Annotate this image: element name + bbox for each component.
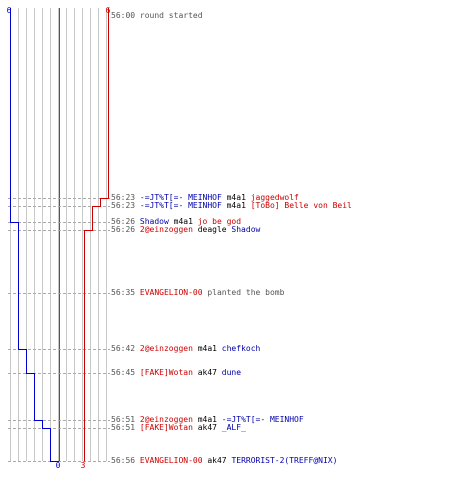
- log-text: -=JT%T[=- MEINHOF: [221, 415, 304, 424]
- log-text: EVANGELION-00: [139, 288, 203, 297]
- log-text: ak47: [192, 368, 222, 377]
- log-time: 56:26: [111, 217, 140, 226]
- log-line: 56:56 EVANGELION-00 ak47 TERRORIST-2(TRE…: [111, 456, 337, 465]
- log-text: 2@einzoggen: [139, 415, 193, 424]
- log-time: 56:35: [111, 288, 140, 297]
- log-text: [ToBo] Belle von Beil: [250, 201, 352, 210]
- log-line: 56:51 2@einzoggen m4a1 -=JT%T[=- MEINHOF: [111, 415, 304, 424]
- log-line: 56:00 round started: [111, 11, 203, 20]
- log-line: 56:23 -=JT%T[=- MEINHOF m4a1 [ToBo] Bell…: [111, 201, 352, 210]
- log-text: -=JT%T[=- MEINHOF: [139, 193, 222, 202]
- log-time: 56:00: [111, 11, 140, 20]
- log-line: 56:23 -=JT%T[=- MEINHOF m4a1 jaggedwolf: [111, 193, 299, 202]
- log-line: 56:42 2@einzoggen m4a1 chefkoch: [111, 344, 260, 353]
- log-text: jo be god: [197, 217, 242, 226]
- log-text: EVANGELION-00: [139, 456, 203, 465]
- log-text: m4a1: [192, 415, 222, 424]
- log-text: m4a1: [221, 201, 251, 210]
- log-time: 56:26: [111, 225, 140, 234]
- ct-end-count: 0: [56, 461, 61, 470]
- terrorist-line: [84, 8, 109, 462]
- log-text: -=JT%T[=- MEINHOF: [139, 201, 222, 210]
- log-text: chefkoch: [221, 344, 261, 353]
- log-text: deagle: [192, 225, 232, 234]
- log-text: _ALF_: [221, 423, 246, 432]
- log-text: TERRORIST-2(TREFF@NIX): [231, 456, 338, 465]
- log-line: 56:45 [FAKE]Wotan ak47 dune: [111, 368, 241, 377]
- log-text: Shadow: [231, 225, 261, 234]
- log-line: 56:26 Shadow m4a1 jo be god: [111, 217, 241, 226]
- log-line: 56:35 EVANGELION-00 planted the bomb: [111, 288, 284, 297]
- log-text: dune: [221, 368, 242, 377]
- log-time: 56:45: [111, 368, 140, 377]
- log-time: 56:42: [111, 344, 140, 353]
- log-text: 2@einzoggen: [139, 344, 193, 353]
- log-text: round started: [139, 11, 203, 20]
- log-time: 56:51: [111, 423, 140, 432]
- log-time: 56:56: [111, 456, 140, 465]
- log-text: ak47: [202, 456, 232, 465]
- log-time: 56:23: [111, 193, 140, 202]
- log-text: m4a1: [168, 217, 198, 226]
- log-text: ak47: [192, 423, 222, 432]
- log-text: [FAKE]Wotan: [139, 423, 193, 432]
- log-text: m4a1: [192, 344, 222, 353]
- log-text: 2@einzoggen: [139, 225, 193, 234]
- log-line: 56:26 2@einzoggen deagle Shadow: [111, 225, 260, 234]
- ct-start-count: 6: [7, 6, 12, 15]
- log-time: 56:51: [111, 415, 140, 424]
- log-text: Shadow: [139, 217, 169, 226]
- log-text: planted the bomb: [202, 288, 285, 297]
- terrorist-end-count: 3: [81, 461, 86, 470]
- log-line: 56:51 [FAKE]Wotan ak47 _ALF_: [111, 423, 246, 432]
- log-text: [FAKE]Wotan: [139, 368, 193, 377]
- log-time: 56:23: [111, 201, 140, 210]
- terrorist-start-count: 6: [106, 6, 110, 15]
- round-chart: 6 6 0 3: [7, 6, 110, 470]
- log-text: jaggedwolf: [250, 193, 299, 202]
- counter-terrorist-line: [10, 8, 59, 462]
- log-text: m4a1: [221, 193, 251, 202]
